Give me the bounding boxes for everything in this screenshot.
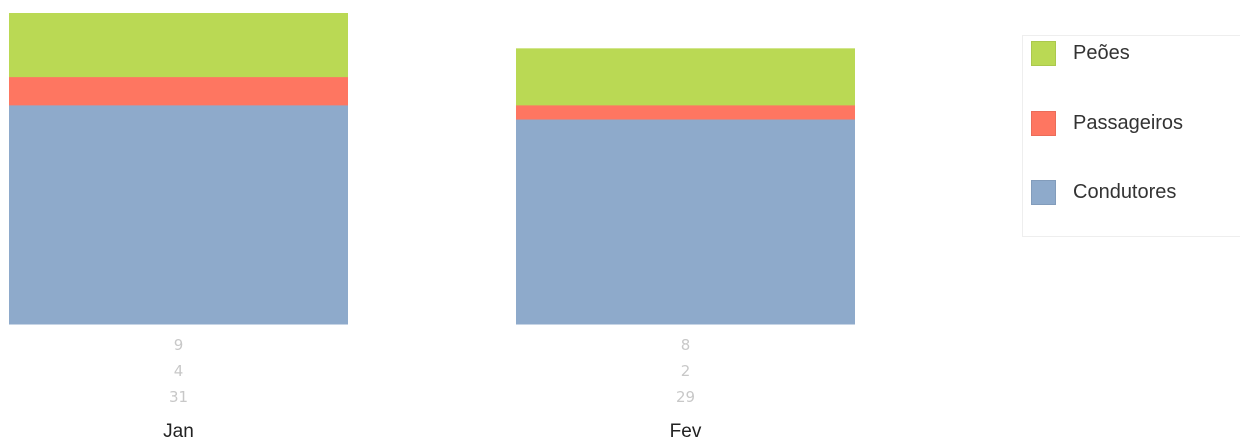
bar-segment-passageiros-jan[interactable]	[9, 76, 348, 106]
bar-segment-pees-fev[interactable]	[516, 48, 855, 106]
legend-swatch-peoes	[1031, 40, 1056, 66]
legend-swatch-passageiros	[1031, 110, 1056, 136]
value-label-passageiros-jan: 4	[174, 362, 184, 380]
value-label-condutores-jan: 31	[169, 388, 188, 406]
value-label-passageiros-fev: 2	[681, 362, 691, 380]
legend-swatch-condutores	[1031, 179, 1056, 205]
category-label-fev: Fev	[670, 421, 702, 442]
bar-segment-passageiros-fev[interactable]	[516, 104, 855, 120]
legend-item-peoes[interactable]: Peões	[1031, 40, 1130, 66]
legend-label-condutores: Condutores	[1073, 180, 1177, 203]
category-label-jan: Jan	[163, 421, 194, 442]
legend-item-passageiros[interactable]: Passageiros	[1031, 110, 1183, 136]
bar-segment-pees-jan[interactable]	[9, 13, 348, 78]
bar-segment-condutores-fev[interactable]	[516, 119, 855, 325]
value-label-pees-fev: 8	[681, 336, 691, 354]
value-label-condutores-fev: 29	[676, 388, 695, 406]
legend-item-condutores[interactable]: Condutores	[1031, 179, 1176, 205]
bar-segment-condutores-jan[interactable]	[9, 104, 348, 325]
value-label-pees-jan: 9	[174, 336, 184, 354]
legend-label-passageiros: Passageiros	[1073, 111, 1184, 134]
legend: Peões Passageiros Condutores	[1022, 35, 1240, 237]
legend-label-peoes: Peões	[1073, 41, 1130, 64]
